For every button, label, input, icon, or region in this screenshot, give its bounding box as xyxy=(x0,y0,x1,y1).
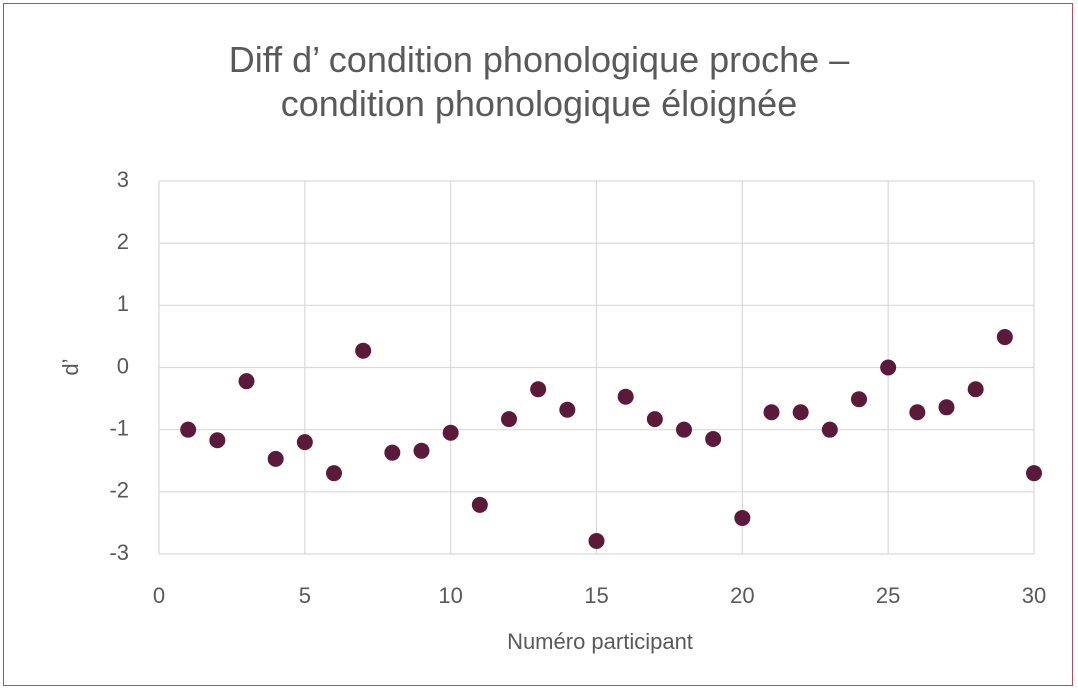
point xyxy=(442,424,459,441)
x-tick-label: 10 xyxy=(438,583,462,608)
x-tick-label: 0 xyxy=(153,583,165,608)
y-tick-label: 2 xyxy=(117,229,129,254)
x-tick-label: 5 xyxy=(299,583,311,608)
y-tick-label: 3 xyxy=(117,167,129,192)
point xyxy=(909,404,926,421)
point xyxy=(530,381,547,398)
y-tick-label: -1 xyxy=(109,415,129,440)
point xyxy=(763,404,780,421)
x-axis-label: Numéro participant xyxy=(507,629,693,654)
y-axis-label: d’ xyxy=(58,358,83,375)
point xyxy=(821,421,838,438)
point xyxy=(1026,465,1042,482)
y-tick-label: 0 xyxy=(117,353,129,378)
point xyxy=(296,434,313,451)
x-tick-label: 25 xyxy=(876,583,900,608)
point xyxy=(734,509,751,526)
point xyxy=(180,421,197,438)
point xyxy=(880,359,897,376)
point xyxy=(413,442,430,459)
point xyxy=(384,444,401,461)
point xyxy=(238,373,255,390)
point xyxy=(646,411,663,428)
chart-frame xyxy=(3,3,1073,686)
x-tick-label: 15 xyxy=(584,583,608,608)
point xyxy=(501,411,517,428)
point xyxy=(676,421,692,438)
point xyxy=(355,342,372,359)
point xyxy=(996,329,1013,346)
point xyxy=(326,465,342,482)
point xyxy=(967,381,984,398)
x-tick-label: 30 xyxy=(1022,583,1046,608)
point xyxy=(792,404,809,421)
point xyxy=(559,401,576,418)
point xyxy=(617,388,634,405)
y-tick-label: 1 xyxy=(117,291,129,316)
y-tick-label: -3 xyxy=(109,540,129,565)
x-tick-label: 20 xyxy=(730,583,754,608)
point xyxy=(938,399,955,416)
point xyxy=(588,532,605,549)
point xyxy=(471,496,488,513)
point xyxy=(705,430,722,447)
point xyxy=(267,450,284,467)
chart-title: Diff d’ condition phonologique proche – … xyxy=(228,39,850,124)
point xyxy=(851,391,867,408)
point xyxy=(209,432,226,449)
y-tick-label: -2 xyxy=(109,478,129,503)
